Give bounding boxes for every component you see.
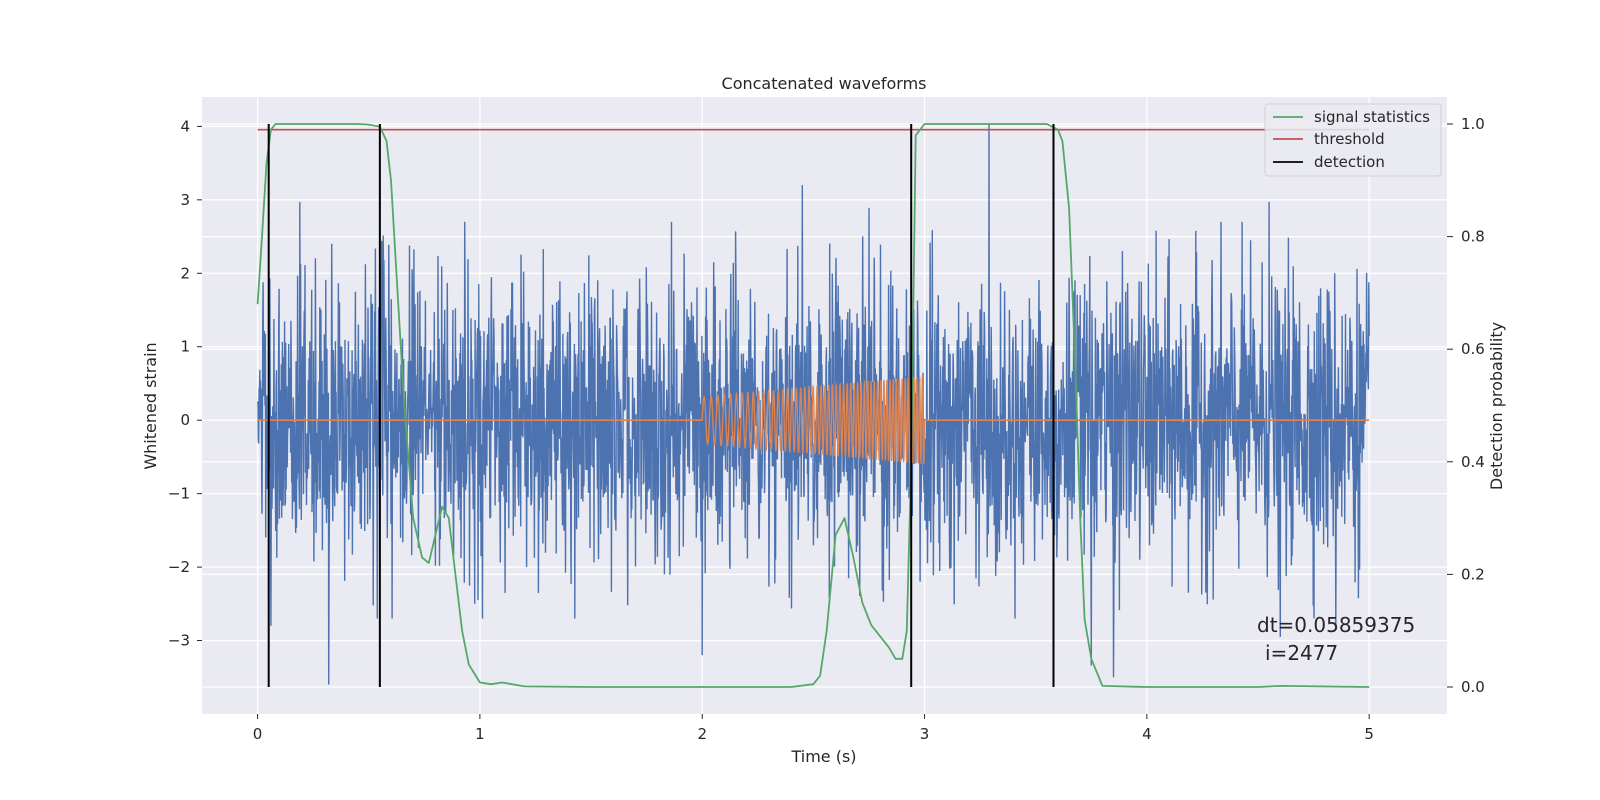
x-tick-label: 1: [475, 725, 485, 743]
x-tick-label: 3: [920, 725, 930, 743]
y-axis-label: Whitened strain: [141, 342, 160, 469]
legend-label-detection: detection: [1314, 153, 1385, 171]
legend-label-threshold: threshold: [1314, 130, 1385, 148]
y-tick-label: 1: [180, 338, 190, 356]
y-tick-label: −1: [168, 485, 190, 503]
y-tick-label: −2: [168, 558, 190, 576]
y-tick-label: 3: [180, 191, 190, 209]
y-tick-label: 2: [180, 264, 190, 282]
y2-tick-label: 0.0: [1461, 678, 1485, 696]
y2-tick-label: 0.8: [1461, 228, 1485, 246]
y2-tick-label: 1.0: [1461, 115, 1485, 133]
x-axis-label: Time (s): [790, 747, 856, 766]
y-tick-label: 4: [180, 117, 190, 135]
y2-tick-label: 0.2: [1461, 565, 1485, 583]
x-tick-label: 4: [1142, 725, 1152, 743]
legend: signal statistics threshold detection: [1264, 103, 1442, 177]
legend-box: [1264, 103, 1442, 177]
y2-axis-label: Detection probability: [1487, 322, 1506, 490]
legend-label-signal-statistics: signal statistics: [1314, 108, 1430, 126]
strain-series: [256, 123, 1370, 685]
y-tick-label: −3: [168, 632, 190, 650]
y2-tick-label: 0.4: [1461, 453, 1485, 471]
y2-tick-label: 0.6: [1461, 340, 1485, 358]
x-tick-label: 2: [697, 725, 707, 743]
x-tick-label: 5: [1364, 725, 1374, 743]
x-tick-label: 0: [253, 725, 263, 743]
y-tick-label: 0: [180, 411, 190, 429]
chart-title: Concatenated waveforms: [722, 74, 927, 93]
signal-statistics-line: [256, 123, 1370, 688]
annotation-dt: dt=0.05859375: [1257, 613, 1415, 637]
annotation-i: i=2477: [1265, 641, 1338, 665]
plot-lines: [256, 123, 1370, 688]
injection-chirp: [701, 376, 926, 464]
axes: 0 1 2 3 4 5 −3 −2 −1 0 1 2 3 4 0.0 0.2 0.4 0.6 0.8 1.0: [168, 115, 1485, 743]
